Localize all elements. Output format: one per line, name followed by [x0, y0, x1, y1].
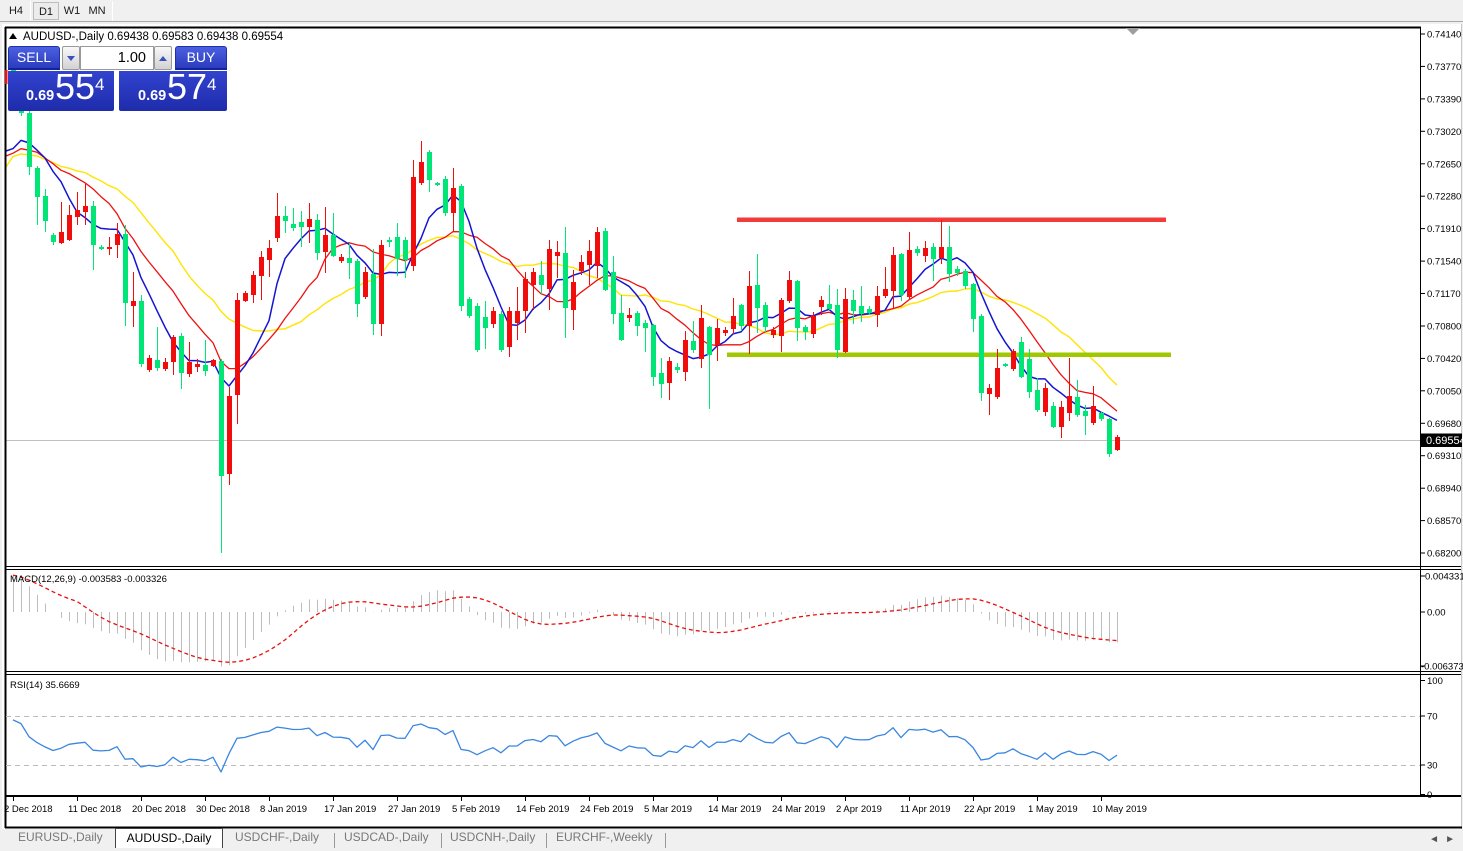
svg-text:-0.006373: -0.006373: [1421, 662, 1463, 673]
svg-text:30 Dec 2018: 30 Dec 2018: [196, 804, 250, 815]
svg-text:RSI(14) 35.6669: RSI(14) 35.6669: [10, 680, 80, 691]
svg-text:11 Dec 2018: 11 Dec 2018: [68, 804, 121, 815]
svg-text:AUDUSD-,Daily 0.69438 0.69583: AUDUSD-,Daily 0.69438 0.69583 0.69438 0.…: [23, 31, 284, 43]
svg-text:70: 70: [1427, 712, 1438, 723]
svg-text:0.00: 0.00: [1427, 608, 1446, 619]
svg-text:0.70800: 0.70800: [1427, 322, 1461, 333]
svg-text:10 May 2019: 10 May 2019: [1092, 804, 1147, 815]
svg-text:24 Mar 2019: 24 Mar 2019: [772, 804, 825, 815]
svg-text:MACD(12,26,9) -0.003583 -0.003: MACD(12,26,9) -0.003583 -0.003326: [10, 574, 167, 585]
svg-text:2 Apr 2019: 2 Apr 2019: [836, 804, 882, 815]
svg-text:14 Feb 2019: 14 Feb 2019: [516, 804, 569, 815]
svg-text:0.73020: 0.73020: [1427, 127, 1461, 138]
svg-text:0.70420: 0.70420: [1427, 354, 1461, 365]
svg-text:0.73390: 0.73390: [1427, 94, 1461, 105]
svg-text:5 Mar 2019: 5 Mar 2019: [644, 804, 692, 815]
svg-text:0: 0: [1427, 790, 1432, 801]
svg-text:5 Feb 2019: 5 Feb 2019: [452, 804, 500, 815]
svg-text:0.69310: 0.69310: [1427, 451, 1461, 462]
svg-text:0.74140: 0.74140: [1427, 30, 1461, 41]
svg-text:0.71910: 0.71910: [1427, 224, 1461, 235]
svg-text:27 Jan 2019: 27 Jan 2019: [388, 804, 440, 815]
svg-text:0.68940: 0.68940: [1427, 484, 1461, 495]
svg-text:0.69680: 0.69680: [1427, 419, 1461, 430]
svg-text:22 Apr 2019: 22 Apr 2019: [964, 804, 1015, 815]
svg-text:0.68570: 0.68570: [1427, 516, 1461, 527]
svg-text:0.72280: 0.72280: [1427, 192, 1461, 203]
svg-text:0.004331: 0.004331: [1425, 572, 1463, 583]
svg-text:0.71170: 0.71170: [1427, 289, 1461, 300]
svg-text:0.72650: 0.72650: [1427, 159, 1461, 170]
svg-text:17 Jan 2019: 17 Jan 2019: [324, 804, 376, 815]
svg-text:0.70050: 0.70050: [1427, 386, 1461, 397]
svg-text:11 Apr 2019: 11 Apr 2019: [900, 804, 951, 815]
svg-text:0.68200: 0.68200: [1427, 549, 1461, 560]
svg-text:14 Mar 2019: 14 Mar 2019: [708, 804, 761, 815]
svg-text:1 May 2019: 1 May 2019: [1028, 804, 1078, 815]
svg-text:0.69554: 0.69554: [1426, 435, 1463, 447]
svg-text:20 Dec 2018: 20 Dec 2018: [132, 804, 186, 815]
svg-text:0.73770: 0.73770: [1427, 62, 1461, 73]
svg-text:2 Dec 2018: 2 Dec 2018: [4, 804, 53, 815]
svg-text:0.71540: 0.71540: [1427, 257, 1461, 268]
svg-text:24 Feb 2019: 24 Feb 2019: [580, 804, 633, 815]
svg-text:8 Jan 2019: 8 Jan 2019: [260, 804, 307, 815]
svg-text:30: 30: [1427, 761, 1438, 772]
svg-text:100: 100: [1427, 676, 1443, 687]
